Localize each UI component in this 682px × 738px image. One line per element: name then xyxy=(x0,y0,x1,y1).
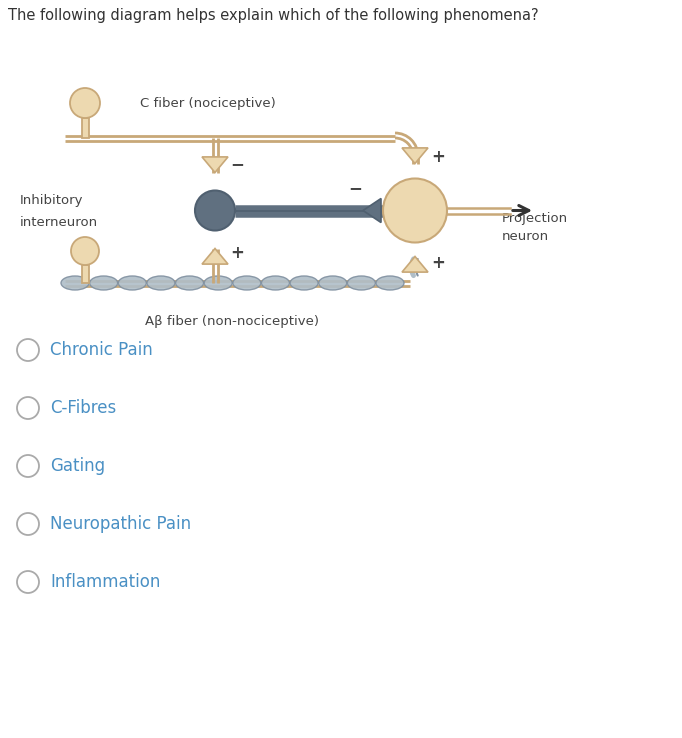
Circle shape xyxy=(71,237,99,265)
Text: −: − xyxy=(230,156,244,173)
Polygon shape xyxy=(402,257,428,272)
Text: C-Fibres: C-Fibres xyxy=(50,399,116,417)
Ellipse shape xyxy=(261,276,289,290)
Bar xyxy=(82,118,89,138)
Text: interneuron: interneuron xyxy=(20,216,98,229)
Ellipse shape xyxy=(147,276,175,290)
Text: +: + xyxy=(431,148,445,165)
Text: +: + xyxy=(230,244,244,261)
Circle shape xyxy=(383,179,447,243)
Circle shape xyxy=(70,88,100,118)
Text: Aβ fiber (non-nociceptive): Aβ fiber (non-nociceptive) xyxy=(145,314,319,328)
Text: −: − xyxy=(348,179,362,198)
Text: The following diagram helps explain which of the following phenomena?: The following diagram helps explain whic… xyxy=(8,8,539,23)
Text: Inflammation: Inflammation xyxy=(50,573,160,591)
Polygon shape xyxy=(402,148,428,164)
Text: Chronic Pain: Chronic Pain xyxy=(50,341,153,359)
Text: Projection: Projection xyxy=(502,212,568,225)
Ellipse shape xyxy=(61,276,89,290)
Circle shape xyxy=(17,513,39,535)
Circle shape xyxy=(17,455,39,477)
Polygon shape xyxy=(202,157,228,173)
Text: Inhibitory: Inhibitory xyxy=(20,194,83,207)
Circle shape xyxy=(195,190,235,230)
Text: Gating: Gating xyxy=(50,457,105,475)
FancyArrowPatch shape xyxy=(411,259,413,275)
Ellipse shape xyxy=(175,276,203,290)
Circle shape xyxy=(17,571,39,593)
Circle shape xyxy=(17,397,39,419)
Text: Neuropathic Pain: Neuropathic Pain xyxy=(50,515,191,533)
Ellipse shape xyxy=(89,276,117,290)
Ellipse shape xyxy=(347,276,375,290)
Text: +: + xyxy=(431,253,445,272)
Ellipse shape xyxy=(204,276,232,290)
Text: C fiber (nociceptive): C fiber (nociceptive) xyxy=(140,97,276,109)
Ellipse shape xyxy=(318,276,346,290)
FancyArrowPatch shape xyxy=(416,259,417,275)
Ellipse shape xyxy=(118,276,146,290)
Ellipse shape xyxy=(290,276,318,290)
Circle shape xyxy=(17,339,39,361)
Ellipse shape xyxy=(233,276,261,290)
Polygon shape xyxy=(202,249,228,264)
Text: neuron: neuron xyxy=(502,230,549,243)
Bar xyxy=(82,265,89,283)
Polygon shape xyxy=(363,199,381,222)
Ellipse shape xyxy=(376,276,404,290)
